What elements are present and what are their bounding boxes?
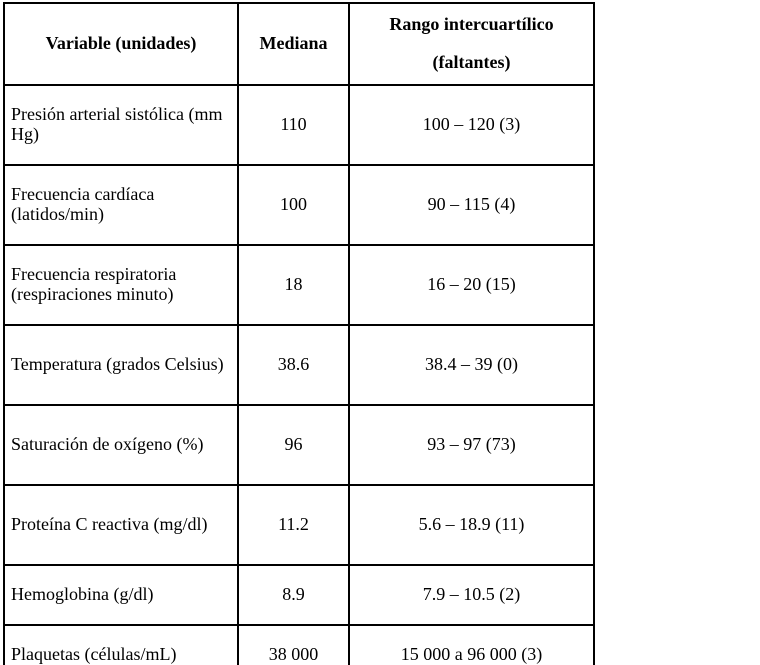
table-row: Presión arterial sistólica (mm Hg) 110 100… [3, 83, 595, 166]
header-rango-line1: Rango intercuartílico [389, 14, 554, 34]
cell-mediana: 38.6 [237, 323, 350, 406]
cell-rango: 16 – 20 (15) [348, 243, 595, 326]
table-row: Frecuencia cardíaca (latidos/min) 100 90 –… [3, 163, 595, 246]
cell-mediana: 11.2 [237, 483, 350, 566]
cell-variable: Saturación de oxígeno (%) [3, 403, 239, 486]
cell-variable: Frecuencia cardíaca (latidos/min) [3, 163, 239, 246]
table-row: Hemoglobina (g/dl) 8.9 7.9 – 10.5 (2) [3, 563, 595, 626]
header-mediana: Mediana [237, 2, 350, 86]
cell-variable: Proteína C reactiva (mg/dl) [3, 483, 239, 566]
cell-rango: 38.4 – 39 (0) [348, 323, 595, 406]
header-mediana-label: Mediana [259, 32, 328, 53]
cell-variable: Frecuencia respiratoria (respiraciones m… [3, 243, 239, 326]
header-variable-label: Variable (unidades) [45, 32, 197, 53]
cell-mediana: 100 [237, 163, 350, 246]
table-row: Frecuencia respiratoria (respiraciones m… [3, 243, 595, 326]
cell-variable: Hemoglobina (g/dl) [3, 563, 239, 626]
cell-variable: Temperatura (grados Celsius) [3, 323, 239, 406]
cell-rango: 93 – 97 (73) [348, 403, 595, 486]
cell-mediana: 110 [237, 83, 350, 166]
table-row: Temperatura (grados Celsius) 38.6 38.4 – 3… [3, 323, 595, 406]
cell-mediana: 38 000 [237, 623, 350, 665]
header-variable: Variable (unidades) [3, 2, 239, 86]
header-rango: Rango intercuartílico (faltantes) [348, 2, 595, 86]
cell-rango: 5.6 – 18.9 (11) [348, 483, 595, 566]
cell-variable: Presión arterial sistólica (mm Hg) [3, 83, 239, 166]
cell-rango: 7.9 – 10.5 (2) [348, 563, 595, 626]
cell-rango: 90 – 115 (4) [348, 163, 595, 246]
cell-variable: Plaquetas (células/mL) [3, 623, 239, 665]
cell-rango: 100 – 120 (3) [348, 83, 595, 166]
variables-summary-table: Variable (unidades) Mediana Rango interc… [3, 2, 595, 665]
cell-mediana: 8.9 [237, 563, 350, 626]
table-row: Proteína C reactiva (mg/dl) 11.2 5.6 – 18.… [3, 483, 595, 566]
table-row: Saturación de oxígeno (%) 96 93 – 97 (73) [3, 403, 595, 486]
cell-mediana: 96 [237, 403, 350, 486]
header-rango-line2: (faltantes) [432, 51, 511, 72]
cell-mediana: 18 [237, 243, 350, 326]
table-row: Plaquetas (células/mL) 38 000 15 000 a 96 … [3, 623, 595, 665]
cell-rango: 15 000 a 96 000 (3) [348, 623, 595, 665]
table-header-row: Variable (unidades) Mediana Rango interc… [3, 2, 595, 86]
